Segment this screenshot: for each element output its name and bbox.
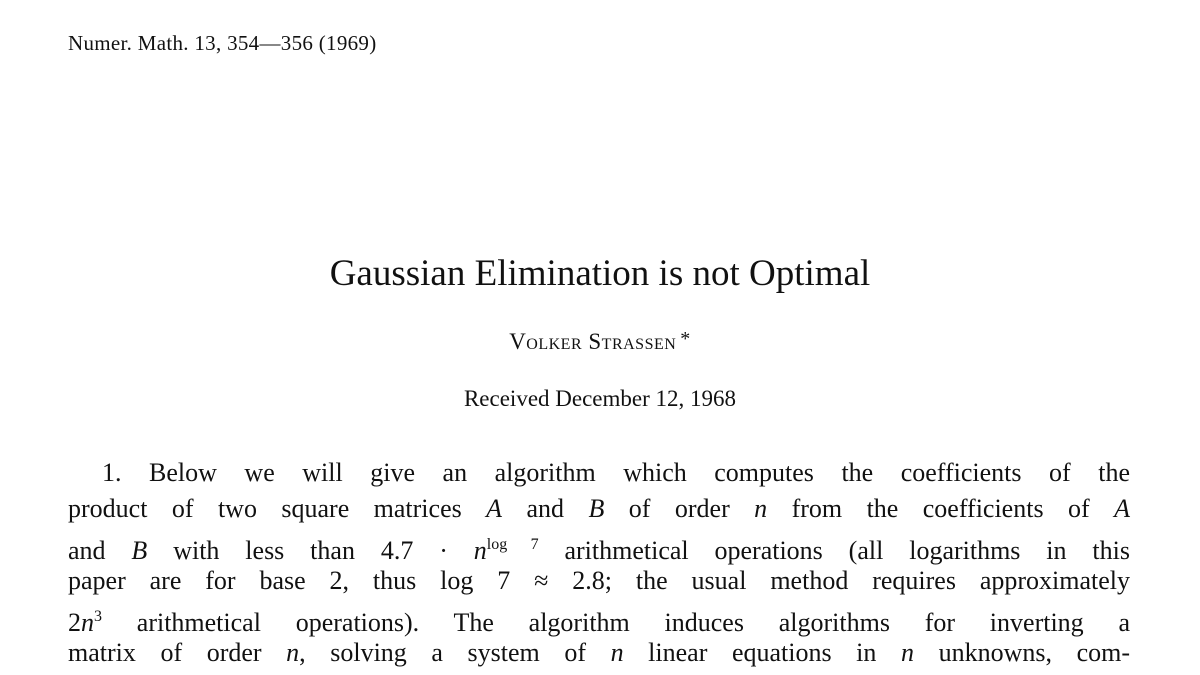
text-run: product of two square matrices	[68, 494, 487, 523]
text-run: from the coefficients of	[767, 494, 1115, 523]
superscript: log 7	[486, 536, 539, 553]
journal-reference: Numer. Math. 13, 354—356 (1969)	[68, 31, 377, 55]
math-variable: A	[486, 494, 503, 523]
math-variable: n	[81, 608, 94, 637]
superscript: 3	[94, 608, 102, 625]
text-run: unknowns, com-	[914, 638, 1130, 667]
text-run: matrix of order	[68, 638, 287, 667]
footnote-mark: *	[680, 328, 691, 350]
text-run: of order	[604, 494, 755, 523]
text-run: arithmetical operations). The algorithm …	[102, 608, 1130, 637]
math-variable: B	[131, 536, 148, 565]
math-variable: n	[286, 638, 300, 667]
text-line: paper are for base 2, thus log 7 ≈ 2.8; …	[68, 563, 1130, 599]
math-variable: n	[901, 638, 914, 667]
text-run: with less than 4.7 ·	[147, 536, 474, 565]
math-variable: B	[588, 494, 605, 523]
text-line: and B with less than 4.7 · nlog 7 arithm…	[68, 527, 1130, 565]
text-line: 1. Below we will give an algorithm which…	[68, 455, 1130, 491]
text-line: matrix of order n, solving a system of n…	[68, 635, 1130, 671]
math-variable: A	[1114, 494, 1130, 523]
body-text: 1. Below we will give an algorithm which…	[68, 455, 1130, 671]
text-run: paper are for base 2, thus log 7 ≈ 2.8; …	[68, 566, 1130, 595]
text-line: product of two square matrices A and B o…	[68, 491, 1130, 527]
text-run: 1. Below we will give an algorithm which…	[102, 458, 1130, 487]
math-variable: n	[610, 638, 624, 667]
author: Volker Strassen *	[0, 328, 1200, 355]
text-run: arithmetical operations (all logarithms …	[538, 536, 1130, 565]
text-run: and	[68, 536, 132, 565]
paper-title: Gaussian Elimination is not Optimal	[329, 253, 871, 294]
text-run: and	[502, 494, 589, 523]
received-date: Received December 12, 1968	[463, 386, 737, 411]
text-run: , solving a system of	[299, 638, 611, 667]
author-name: Volker Strassen	[509, 329, 677, 354]
text-run: 2	[68, 608, 81, 637]
math-variable: n	[473, 536, 487, 565]
text-line: 2n3 arithmetical operations). The algori…	[68, 599, 1130, 637]
text-run: linear equations in	[623, 638, 901, 667]
math-variable: n	[754, 494, 768, 523]
